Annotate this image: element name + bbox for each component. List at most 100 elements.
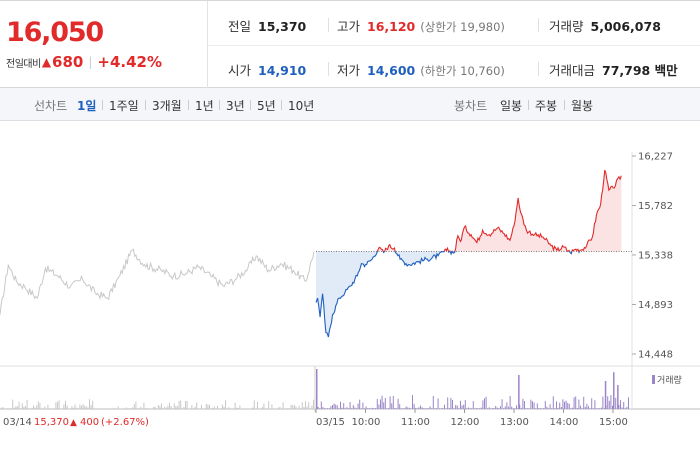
volume-bar [268, 401, 270, 409]
current-price: 16,050 [6, 17, 104, 48]
volume-bar [578, 399, 580, 409]
volume-bar [12, 399, 14, 409]
prev-day-date: 03/14 [3, 417, 32, 428]
period-10y-button[interactable]: 10년 [288, 99, 315, 113]
volume-bar [177, 406, 178, 409]
volume-bar [423, 408, 425, 409]
volume-bar [322, 407, 324, 409]
volume-bar [217, 405, 218, 409]
volume-bar [10, 408, 12, 409]
volume-bar [122, 408, 124, 409]
volume-bar [167, 405, 169, 409]
volume-bar [103, 408, 105, 409]
volume-bar [25, 406, 26, 409]
volume-bar [285, 408, 287, 409]
volume-bar [535, 408, 537, 409]
y-tick-label: 14,448 [638, 350, 673, 361]
volume-bar [97, 408, 98, 409]
x-tick-label: 12:00 [451, 417, 480, 428]
volume-bar [271, 404, 273, 409]
volume-bar [586, 403, 588, 409]
volume-bar [284, 408, 286, 409]
volume-bar [313, 399, 314, 409]
volume-bar [209, 404, 210, 409]
volume-bar [319, 408, 321, 409]
volume-bar [220, 408, 222, 409]
volume-bar [183, 407, 185, 409]
candle-monthly-button[interactable]: 월봉 [571, 99, 594, 113]
volume-bar [596, 408, 597, 409]
volume-bar [317, 406, 319, 409]
chart-toolbar: 선차트 1일 1주일 3개월 1년 3년 5년 10년 봉차트 일봉 주봉 월봉 [0, 88, 700, 121]
volume-bar [311, 405, 313, 409]
candle-daily-button[interactable]: 일봉 [500, 99, 523, 113]
volume-bar [320, 401, 322, 409]
volume-bar [261, 406, 263, 409]
volume-bar [61, 408, 63, 409]
volume-bar [132, 407, 134, 409]
today-line-down [449, 250, 456, 256]
volume-bar [109, 408, 111, 409]
divider [250, 100, 251, 110]
volume-bar [215, 408, 217, 409]
period-3y-button[interactable]: 3년 [226, 99, 245, 113]
volume-bar [380, 399, 381, 409]
volume-spike-bar [617, 385, 619, 409]
stat-value: 14,600 [367, 63, 416, 78]
volume-bar [153, 407, 154, 409]
volume-bar [169, 402, 170, 409]
volume-bar [276, 408, 278, 409]
volume-bar [418, 407, 420, 409]
volume-bar [161, 403, 162, 409]
volume-bar [66, 405, 68, 409]
divider [102, 100, 103, 110]
period-1d-button[interactable]: 1일 [77, 99, 97, 113]
volume-bar [397, 398, 399, 409]
volume-bar [452, 399, 453, 409]
volume-bar [567, 402, 569, 409]
volume-bar [520, 407, 522, 409]
volume-bar [306, 406, 308, 409]
volume-bar [71, 406, 73, 409]
volume-bar [18, 401, 20, 409]
volume-bar [388, 408, 389, 409]
volume-bar [5, 408, 7, 409]
volume-bar [266, 408, 268, 409]
volume-spike-bar [613, 372, 615, 409]
volume-bar [146, 408, 148, 409]
divider [145, 100, 146, 110]
prev-day-info: 03/14 15,370 ▲ 400 (+2.67%) [3, 417, 149, 428]
volume-bar [556, 401, 557, 409]
volume-bar [330, 406, 332, 409]
volume-bar [297, 408, 298, 409]
volume-bar [65, 400, 66, 409]
volume-bar [370, 408, 372, 409]
volume-bar [573, 397, 575, 409]
volume-bar [47, 404, 49, 409]
candle-weekly-button[interactable]: 주봉 [535, 99, 558, 113]
volume-bar [213, 406, 215, 409]
divider [219, 100, 220, 110]
intraday-price-chart[interactable]: 16,227 15,782 15,338 14,893 14,448 03/15 10:0… [0, 122, 700, 450]
volume-bar [360, 408, 362, 409]
volume-bar [432, 396, 434, 409]
volume-bar [477, 408, 479, 409]
volume-bar [623, 402, 625, 409]
period-1y-button[interactable]: 1년 [195, 99, 214, 113]
volume-bar [87, 407, 89, 409]
volume-bar [236, 407, 238, 409]
period-5y-button[interactable]: 5년 [257, 99, 276, 113]
volume-bar [506, 402, 508, 409]
period-1w-button[interactable]: 1주일 [109, 99, 139, 113]
volume-bar [33, 405, 34, 409]
today-series [315, 169, 622, 338]
volume-bar [258, 408, 260, 409]
y-tick-label: 16,227 [638, 152, 673, 163]
volume-bar [348, 408, 349, 409]
volume-bar [412, 395, 413, 409]
period-3m-button[interactable]: 3개월 [152, 99, 182, 113]
today-line-down [578, 251, 580, 254]
volume-bar [229, 408, 231, 409]
volume-bar [237, 408, 239, 409]
volume-bar [589, 408, 591, 409]
